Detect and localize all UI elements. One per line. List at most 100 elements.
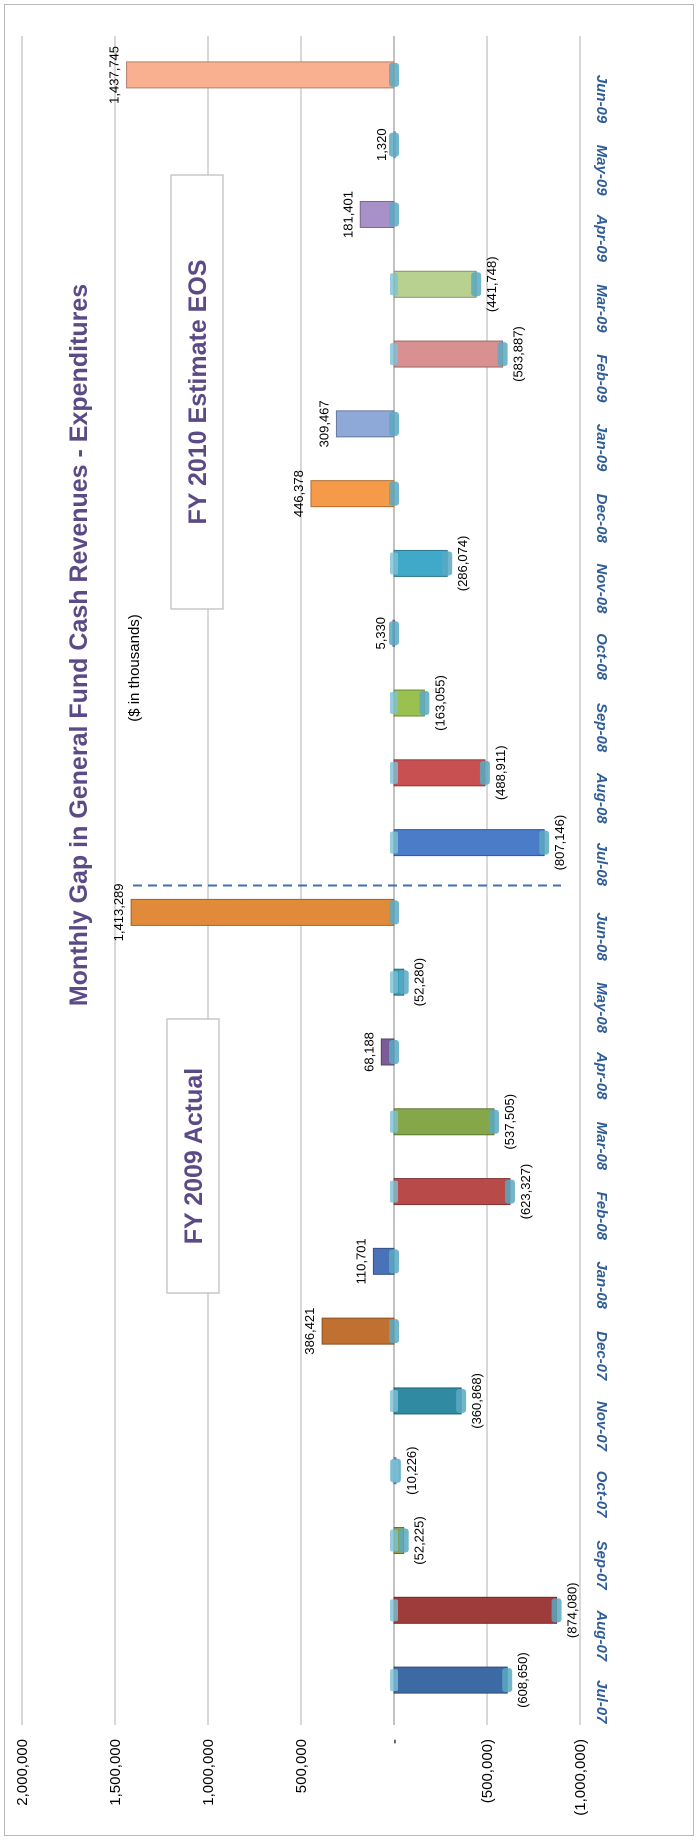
data-label: 68,188 (361, 1032, 376, 1072)
bar-cap-20 (471, 272, 482, 297)
bar-cap-11 (389, 900, 399, 925)
bar-feb-09 (393, 340, 504, 368)
bar-base-14 (390, 692, 398, 715)
category-label: Oct-07 (593, 1471, 610, 1518)
bar-nov-07 (393, 1387, 462, 1415)
data-label: (537,505) (502, 1094, 517, 1150)
fy2010-label: FY 2010 Estimate EOS (184, 260, 212, 525)
data-label: (488,911) (493, 745, 508, 800)
data-label: (623,327) (518, 1164, 533, 1220)
category-label: Apr-08 (593, 1051, 610, 1100)
bar-cap-13 (479, 760, 490, 785)
bar-base-7 (390, 1180, 398, 1203)
bar-base-0 (390, 1669, 398, 1692)
data-label: 110,701 (353, 1238, 368, 1284)
data-label: (807,146) (552, 815, 567, 871)
bar-cap-21 (389, 202, 399, 227)
data-label: 181,401 (340, 191, 355, 238)
fy2010-box (170, 174, 224, 610)
category-label: Mar-09 (593, 284, 610, 333)
value-tick-label: (1,000,000) (572, 1739, 589, 1816)
bar-cap-10 (398, 970, 409, 995)
data-label: (441,748) (484, 256, 499, 312)
bar-base-13 (390, 761, 398, 784)
bar-cap-22 (389, 132, 399, 157)
category-label: Sep-07 (593, 1541, 610, 1591)
data-label: (163,055) (432, 675, 447, 731)
category-label: Feb-09 (593, 354, 610, 403)
bar-cap-23 (389, 62, 399, 87)
bar-base-1 (390, 1599, 398, 1622)
category-label: Jul-08 (593, 843, 610, 887)
bar-cap-16 (442, 551, 453, 576)
bar-base-10 (390, 971, 398, 994)
category-label: Sep-08 (593, 703, 610, 753)
value-axis-ticks: 2,000,000 1,500,000 1,000,000 500,000 - (500,… (14, 1739, 589, 1816)
data-label: (583,887) (511, 326, 526, 382)
category-label: Nov-08 (593, 563, 610, 614)
bar-cap-14 (419, 691, 430, 716)
bar-cap-1 (551, 1598, 562, 1623)
bar-base-12 (390, 831, 398, 854)
bar-cap-19 (497, 342, 508, 367)
category-label: Jul-07 (593, 1680, 610, 1724)
bar-feb-08 (393, 1178, 511, 1206)
category-label: May-08 (593, 982, 610, 1034)
bar-cap-9 (389, 1039, 399, 1064)
bar-base-3 (390, 1459, 398, 1482)
bar-cap-12 (539, 830, 550, 855)
bar-cap-17 (389, 481, 399, 506)
category-label: Aug-08 (593, 772, 610, 824)
category-label: Jun-09 (593, 75, 610, 124)
bar-mar-09 (393, 270, 477, 298)
value-tick-label: - (386, 1739, 403, 1744)
category-label: Apr-09 (593, 213, 610, 262)
fy2009-box (166, 1018, 220, 1294)
category-label: Dec-08 (593, 494, 610, 544)
bar-base-8 (390, 1110, 398, 1133)
chart-svg: 2,000,000 1,500,000 1,000,000 500,000 - (500,… (14, 36, 610, 1816)
data-label: 1,437,745 (107, 46, 122, 104)
category-label: May-09 (593, 145, 610, 197)
category-label: Jan-09 (593, 424, 610, 472)
bar-base-19 (390, 343, 398, 366)
category-label: Oct-08 (593, 633, 610, 680)
bar-aug-08 (393, 759, 486, 787)
category-label: Jun-08 (593, 912, 610, 961)
category-label: Dec-07 (593, 1331, 610, 1381)
bar-dec-08 (310, 480, 395, 508)
data-label: (874,080) (565, 1582, 580, 1638)
data-label: 1,320 (374, 128, 389, 161)
data-label: 446,378 (291, 470, 306, 517)
chart-subtitle: ($ in thousands) (126, 614, 143, 722)
bar-jan-09 (335, 410, 395, 438)
bar-jun-09 (126, 61, 395, 89)
bar-cap-18 (389, 411, 399, 436)
bar-cap-8 (488, 1109, 499, 1134)
value-tick-label: (500,000) (479, 1739, 496, 1803)
bar-cap-6 (389, 1249, 399, 1274)
bar-base-20 (390, 273, 398, 296)
value-tick-label: 1,000,000 (200, 1739, 217, 1806)
bar-mar-08 (393, 1108, 495, 1136)
bar-apr-09 (359, 200, 395, 228)
data-label: (10,226) (404, 1447, 419, 1495)
bar-cap-5 (389, 1319, 399, 1344)
bar-cap-2 (398, 1528, 409, 1553)
bar-base-16 (390, 552, 398, 575)
chart-title: Monthly Gap in General Fund Cash Revenue… (65, 284, 93, 1006)
chart-frame: 2,000,000 1,500,000 1,000,000 500,000 - (500,… (4, 4, 694, 1836)
data-labels: (608,650) (874,080) (52,225) (10,226) (360,8… (107, 46, 580, 1708)
fy2009-annotation: FY 2009 Actual (166, 1018, 220, 1294)
value-tick-label: 500,000 (293, 1739, 310, 1793)
data-label: (608,650) (515, 1652, 530, 1708)
category-label: Mar-08 (593, 1122, 610, 1171)
category-label: Nov-07 (593, 1401, 610, 1452)
category-label: Feb-08 (593, 1192, 610, 1241)
title-group: Monthly Gap in General Fund Cash Revenue… (65, 284, 143, 1006)
bar-cap-4 (456, 1388, 467, 1413)
category-axis-labels: Jul-07 Aug-07 Sep-07 Oct-07 Nov-07 Dec-07 Jan-… (593, 75, 610, 1724)
bar-jul-07 (393, 1666, 508, 1694)
value-tick-label: 1,500,000 (107, 1739, 124, 1806)
value-tick-label: 2,000,000 (14, 1739, 31, 1806)
